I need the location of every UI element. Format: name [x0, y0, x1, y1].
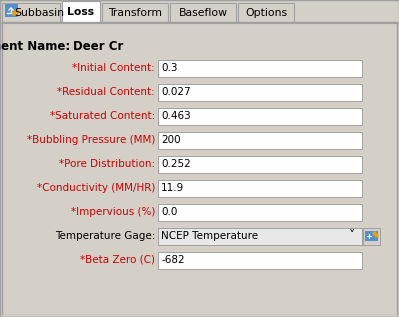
Bar: [170, 3, 236, 23]
Text: Transform: Transform: [108, 8, 162, 18]
Bar: [158, 204, 362, 221]
Bar: [158, 228, 362, 244]
Bar: [158, 60, 362, 76]
Bar: [158, 107, 362, 125]
Text: Options: Options: [245, 8, 287, 18]
Text: *Conductivity (MM/HR): *Conductivity (MM/HR): [37, 183, 155, 193]
Bar: [158, 83, 362, 100]
Bar: [238, 3, 294, 23]
Bar: [158, 251, 362, 268]
Text: 0.027: 0.027: [161, 87, 191, 97]
Bar: [2, 3, 60, 23]
Text: 11.9: 11.9: [161, 183, 184, 193]
Text: Temperature Gage:: Temperature Gage:: [55, 231, 155, 241]
Text: 0.0: 0.0: [161, 207, 178, 217]
Text: ˅: ˅: [349, 230, 355, 243]
Bar: [5, 4, 18, 17]
Text: NCEP Temperature: NCEP Temperature: [161, 231, 258, 241]
Text: Deer Cr: Deer Cr: [73, 41, 123, 54]
Bar: [365, 231, 378, 241]
Text: -682: -682: [161, 255, 185, 265]
Text: *Pore Distribution:: *Pore Distribution:: [59, 159, 155, 169]
Text: 0.252: 0.252: [161, 159, 191, 169]
Text: 200: 200: [161, 135, 181, 145]
Text: Element Name:: Element Name:: [0, 41, 70, 54]
Text: *Saturated Content:: *Saturated Content:: [50, 111, 155, 121]
Text: Loss: Loss: [67, 7, 95, 17]
Text: *Residual Content:: *Residual Content:: [57, 87, 155, 97]
Text: *Impervious (%): *Impervious (%): [71, 207, 155, 217]
Bar: [62, 1, 100, 23]
Text: Subbasin: Subbasin: [14, 8, 64, 18]
Text: *Bubbling Pressure (MM): *Bubbling Pressure (MM): [27, 135, 155, 145]
Bar: [102, 3, 168, 23]
Bar: [158, 132, 362, 148]
Text: Baseflow: Baseflow: [178, 8, 227, 18]
Bar: [2, 315, 397, 316]
Text: 0.3: 0.3: [161, 63, 178, 73]
Bar: [158, 179, 362, 197]
Text: 0.463: 0.463: [161, 111, 191, 121]
Bar: [158, 156, 362, 172]
Text: *Initial Content:: *Initial Content:: [72, 63, 155, 73]
Text: *Beta Zero (C): *Beta Zero (C): [80, 255, 155, 265]
Bar: [363, 228, 380, 244]
